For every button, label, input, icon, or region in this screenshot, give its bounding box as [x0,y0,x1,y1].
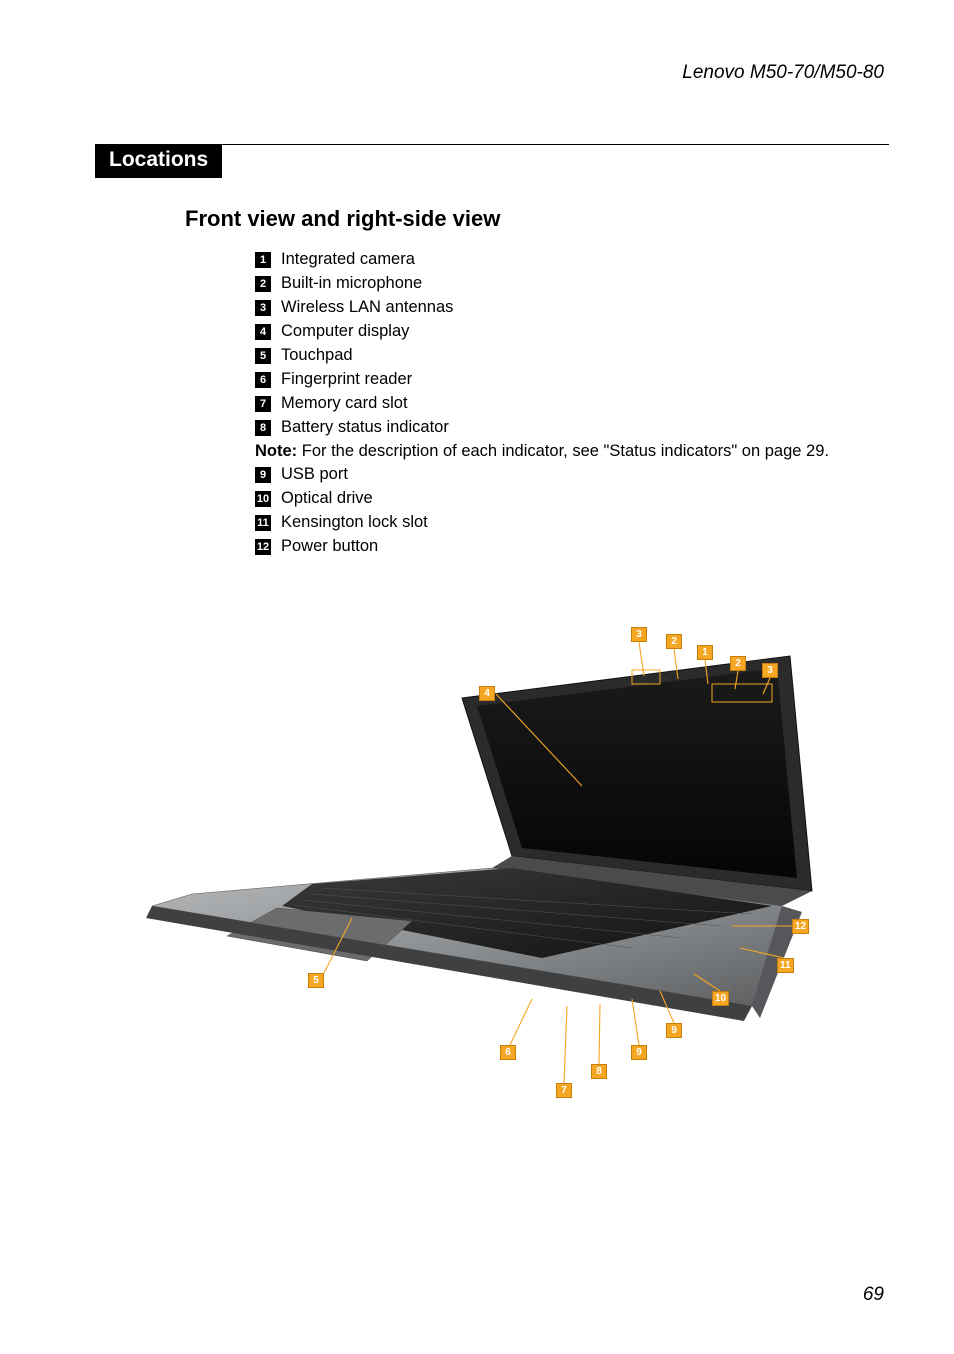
item-label: Optical drive [281,489,373,508]
list-item: 10 Optical drive [255,489,889,508]
num-badge: 11 [255,515,271,531]
item-label: Integrated camera [281,250,415,269]
num-badge: 5 [255,348,271,364]
item-label: Computer display [281,322,409,341]
diagram-area: 321234567899101112 [112,606,872,1126]
list-item: 8 Battery status indicator [255,418,889,437]
item-label: Fingerprint reader [281,370,412,389]
list-item: 5 Touchpad [255,346,889,365]
callout-badge: 8 [591,1064,607,1079]
header-model: Lenovo M50-70/M50-80 [95,62,889,84]
item-label: Memory card slot [281,394,408,413]
num-badge: 9 [255,467,271,483]
list-item: 9 USB port [255,465,889,484]
item-list: 1Integrated camera 2Built-in microphone … [255,250,889,556]
item-label: USB port [281,465,348,484]
item-label: Touchpad [281,346,353,365]
callout-badge: 10 [712,991,729,1006]
callout-badge: 1 [697,645,713,660]
list-item: 6 Fingerprint reader [255,370,889,389]
callout-badge: 9 [631,1045,647,1060]
num-badge: 12 [255,539,271,555]
page-root: Lenovo M50-70/M50-80 Locations Front vie… [0,0,954,1354]
item-label: Battery status indicator [281,418,449,437]
list-item: 2 Built-in microphone [255,274,889,293]
item-label: Wireless LAN antennas [281,298,453,317]
num-badge: 2 [255,276,271,292]
list-item: 11 Kensington lock slot [255,513,889,532]
callout-badge: 11 [777,958,794,973]
list-item: 1 Integrated camera [255,250,889,269]
callout-badge: 4 [479,686,495,701]
item-label: Built-in microphone [281,274,422,293]
callout-badge: 2 [666,634,682,649]
note-text: For the description of each indicator, s… [297,442,829,460]
list-item: 3 Wireless LAN antennas [255,298,889,317]
num-badge: 1 [255,252,271,268]
num-badge: 6 [255,372,271,388]
item-label: Kensington lock slot [281,513,428,532]
num-badge: 10 [255,491,271,507]
num-badge: 8 [255,420,271,436]
callout-badge: 9 [666,1023,682,1038]
callout-badge: 12 [792,919,809,934]
num-badge: 7 [255,396,271,412]
section-title: Locations [95,144,222,178]
subsection-title: Front view and right-side view [185,206,889,232]
note-label: Note: [255,442,297,460]
callout-badge: 2 [730,656,746,671]
callout-badge: 6 [500,1045,516,1060]
laptop-diagram [112,606,872,1126]
num-badge: 4 [255,324,271,340]
list-item: 4 Computer display [255,322,889,341]
item-label: Power button [281,537,378,556]
list-item: 7 Memory card slot [255,394,889,413]
list-item: 12 Power button [255,537,889,556]
callout-badge: 7 [556,1083,572,1098]
callout-badge: 5 [308,973,324,988]
page-number: 69 [863,1284,884,1306]
num-badge: 3 [255,300,271,316]
callout-badge: 3 [762,663,778,678]
note-row: Note: For the description of each indica… [255,442,889,461]
callout-badge: 3 [631,627,647,642]
